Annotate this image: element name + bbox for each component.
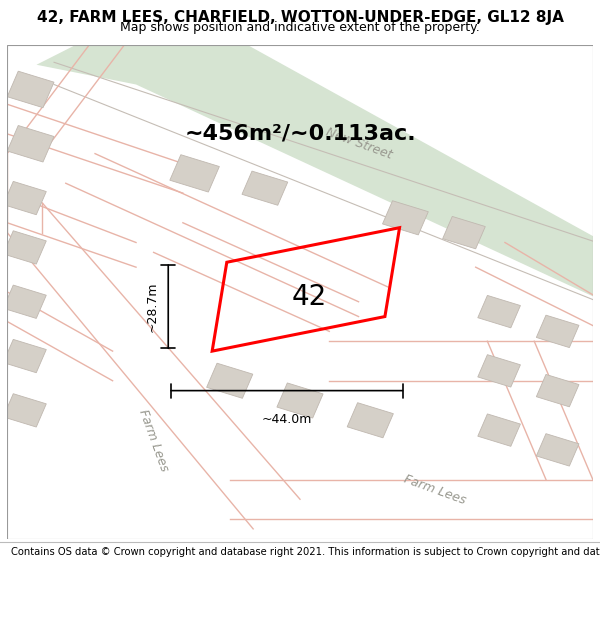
Polygon shape: [443, 216, 485, 249]
Polygon shape: [3, 285, 46, 318]
Polygon shape: [277, 383, 323, 418]
Polygon shape: [383, 201, 428, 235]
Text: ~28.7m: ~28.7m: [145, 281, 158, 332]
Text: Map shows position and indicative extent of the property.: Map shows position and indicative extent…: [120, 21, 480, 34]
Polygon shape: [206, 363, 253, 398]
Polygon shape: [3, 231, 46, 264]
Polygon shape: [478, 354, 520, 387]
Polygon shape: [170, 155, 220, 192]
Polygon shape: [347, 402, 394, 437]
Polygon shape: [37, 35, 600, 302]
Polygon shape: [536, 374, 579, 407]
Text: Contains OS data © Crown copyright and database right 2021. This information is : Contains OS data © Crown copyright and d…: [11, 548, 600, 558]
Text: Farm Lees: Farm Lees: [136, 407, 171, 473]
Text: New Street: New Street: [323, 126, 394, 162]
Polygon shape: [7, 71, 54, 107]
Polygon shape: [3, 339, 46, 372]
Text: ~44.0m: ~44.0m: [262, 413, 312, 426]
Polygon shape: [3, 394, 46, 427]
Polygon shape: [478, 296, 520, 328]
Polygon shape: [7, 126, 54, 162]
Text: ~456m²/~0.113ac.: ~456m²/~0.113ac.: [184, 124, 416, 144]
Polygon shape: [536, 434, 579, 466]
Polygon shape: [536, 315, 579, 348]
Text: Farm Lees: Farm Lees: [402, 472, 467, 507]
Text: 42, FARM LEES, CHARFIELD, WOTTON-UNDER-EDGE, GL12 8JA: 42, FARM LEES, CHARFIELD, WOTTON-UNDER-E…: [37, 10, 563, 25]
Polygon shape: [3, 181, 46, 215]
Polygon shape: [242, 171, 288, 205]
Text: 42: 42: [291, 282, 326, 311]
Polygon shape: [478, 414, 520, 446]
